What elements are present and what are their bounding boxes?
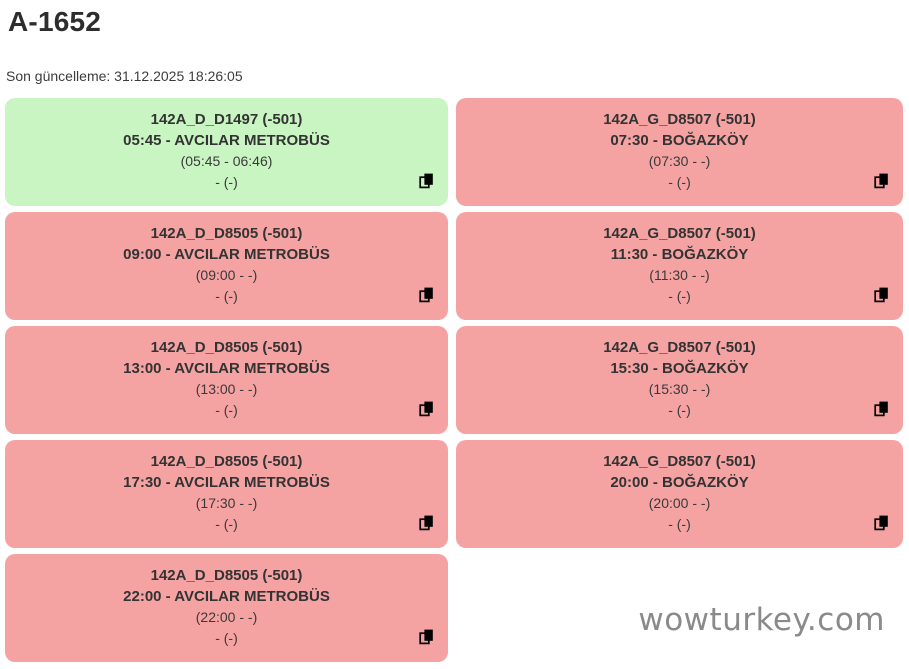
trip-card: 142A_G_D8507 (-501) 20:00 - BOĞAZKÖY (20… <box>456 440 903 548</box>
trip-card: 142A_G_D8507 (-501) 07:30 - BOĞAZKÖY (07… <box>456 98 903 206</box>
trip-extra: - (-) <box>215 402 238 418</box>
page: A-1652 Son güncelleme: 31.12.2025 18:26:… <box>0 6 909 669</box>
trip-departure: 22:00 - AVCILAR METROBÜS <box>123 588 330 605</box>
trip-extra: - (-) <box>668 516 691 532</box>
trip-departure: 11:30 - BOĞAZKÖY <box>610 246 749 263</box>
trip-extra: - (-) <box>215 288 238 304</box>
trip-time-range: (17:30 - -) <box>195 495 258 511</box>
trip-extra: - (-) <box>668 402 691 418</box>
trip-departure: 05:45 - AVCILAR METROBÜS <box>123 132 330 149</box>
trip-extra: - (-) <box>668 288 691 304</box>
last-update-text: Son güncelleme: 31.12.2025 18:26:05 <box>6 68 243 84</box>
trip-code: 142A_D_D8505 (-501) <box>150 225 303 242</box>
copy-icon[interactable] <box>419 515 434 531</box>
copy-icon[interactable] <box>419 287 434 303</box>
trip-extra: - (-) <box>215 516 238 532</box>
trip-extra: - (-) <box>215 174 238 190</box>
copy-icon[interactable] <box>419 173 434 189</box>
trip-card: 142A_G_D8507 (-501) 11:30 - BOĞAZKÖY (11… <box>456 212 903 320</box>
trip-card-grid: 142A_D_D1497 (-501) 05:45 - AVCILAR METR… <box>5 98 903 662</box>
trip-departure: 07:30 - BOĞAZKÖY <box>610 132 749 149</box>
trip-card: 142A_D_D1497 (-501) 05:45 - AVCILAR METR… <box>5 98 448 206</box>
trip-code: 142A_D_D8505 (-501) <box>150 339 303 356</box>
trip-card: 142A_D_D8505 (-501) 22:00 - AVCILAR METR… <box>5 554 448 662</box>
page-title: A-1652 <box>8 6 102 37</box>
trip-time-range: (09:00 - -) <box>195 267 258 283</box>
trip-card: 142A_D_D8505 (-501) 17:30 - AVCILAR METR… <box>5 440 448 548</box>
trip-time-range: (22:00 - -) <box>195 609 258 625</box>
copy-icon[interactable] <box>874 287 889 303</box>
trip-departure: 13:00 - AVCILAR METROBÜS <box>123 360 330 377</box>
trip-card: 142A_D_D8505 (-501) 09:00 - AVCILAR METR… <box>5 212 448 320</box>
trip-card: 142A_G_D8507 (-501) 15:30 - BOĞAZKÖY (15… <box>456 326 903 434</box>
copy-icon[interactable] <box>419 629 434 645</box>
trip-time-range: (20:00 - -) <box>648 495 711 511</box>
copy-icon[interactable] <box>419 401 434 417</box>
trip-card: 142A_D_D8505 (-501) 13:00 - AVCILAR METR… <box>5 326 448 434</box>
watermark-text: wowturkey.com <box>638 602 885 638</box>
trip-departure: 09:00 - AVCILAR METROBÜS <box>123 246 330 263</box>
trip-time-range: (05:45 - 06:46) <box>180 153 273 169</box>
trip-time-range: (11:30 - -) <box>649 267 710 283</box>
trip-code: 142A_G_D8507 (-501) <box>603 111 756 128</box>
trip-time-range: (13:00 - -) <box>195 381 258 397</box>
trip-code: 142A_G_D8507 (-501) <box>603 339 756 356</box>
trip-extra: - (-) <box>215 630 238 646</box>
trip-code: 142A_D_D8505 (-501) <box>150 453 303 470</box>
trip-extra: - (-) <box>668 174 691 190</box>
copy-icon[interactable] <box>874 173 889 189</box>
trip-code: 142A_G_D8507 (-501) <box>603 225 756 242</box>
copy-icon[interactable] <box>874 515 889 531</box>
trip-departure: 20:00 - BOĞAZKÖY <box>610 474 749 491</box>
trip-departure: 17:30 - AVCILAR METROBÜS <box>123 474 330 491</box>
trip-code: 142A_G_D8507 (-501) <box>603 453 756 470</box>
trip-time-range: (07:30 - -) <box>648 153 711 169</box>
trip-time-range: (15:30 - -) <box>648 381 711 397</box>
trip-departure: 15:30 - BOĞAZKÖY <box>610 360 749 377</box>
trip-code: 142A_D_D1497 (-501) <box>150 111 303 128</box>
copy-icon[interactable] <box>874 401 889 417</box>
trip-code: 142A_D_D8505 (-501) <box>150 567 303 584</box>
